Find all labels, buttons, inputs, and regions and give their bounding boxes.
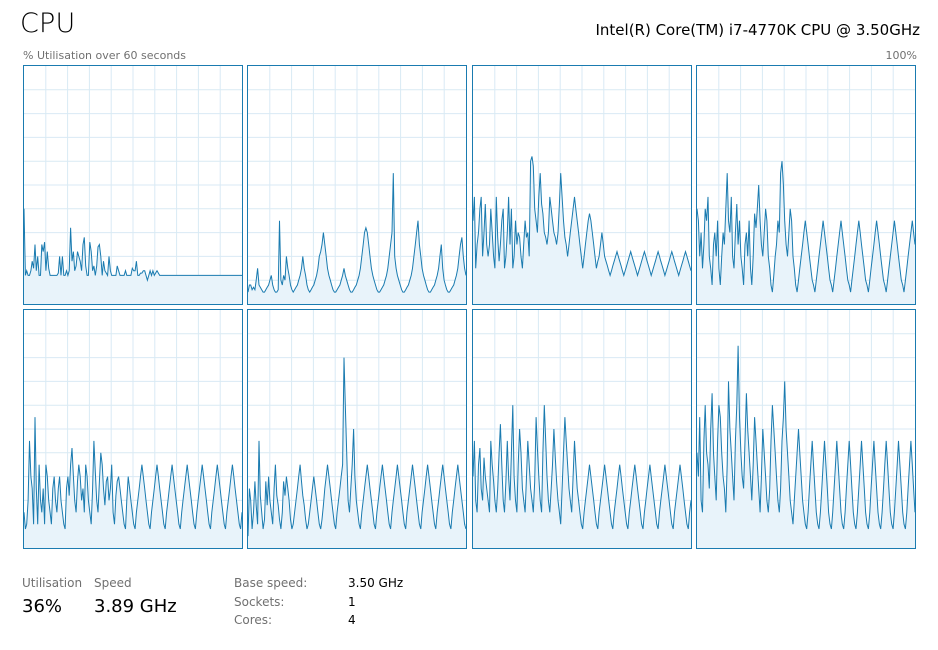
cpu-graph-1-line	[248, 173, 466, 294]
cores-label: Cores:	[234, 613, 273, 627]
cpu-graph-3-area	[697, 161, 915, 304]
graph-grid	[24, 66, 242, 304]
cpu-graph-3	[696, 65, 916, 305]
cpu-graph-7	[696, 309, 916, 549]
cpu-graph-6-line	[473, 405, 691, 530]
cpu-graph-6-area	[473, 405, 691, 548]
cpu-graph-2	[472, 65, 692, 305]
cpu-graph-4-plot	[24, 310, 242, 548]
cpu-graph-0-area	[24, 208, 242, 304]
cores-value: 4	[348, 613, 356, 627]
cpu-graph-1	[247, 65, 467, 305]
speed-value: 3.89 GHz	[94, 596, 177, 617]
cpu-graph-4-area	[24, 417, 242, 548]
page-title: CPU	[20, 8, 76, 39]
cpu-graph-6-plot	[473, 310, 691, 548]
cpu-graph-5	[247, 309, 467, 549]
base-speed-value: 3.50 GHz	[348, 576, 404, 590]
cpu-graph-6	[472, 309, 692, 549]
cpu-graph-0-line	[24, 208, 242, 282]
max-scale-label: 100%	[885, 49, 917, 62]
cpu-graph-2-area	[473, 156, 691, 304]
speed-label: Speed	[94, 576, 132, 590]
cpu-graph-1-plot	[248, 66, 466, 304]
cpu-graph-2-plot	[473, 66, 691, 304]
cpu-graph-4	[23, 309, 243, 549]
cpu-graph-7-line	[697, 345, 915, 530]
utilisation-value: 36%	[22, 596, 63, 617]
cpu-graph-1-area	[248, 173, 466, 304]
cpu-graph-0	[23, 65, 243, 305]
cpu-graph-3-plot	[697, 66, 915, 304]
utilisation-caption: % Utilisation over 60 seconds	[23, 49, 187, 62]
sockets-label: Sockets:	[234, 595, 285, 609]
cpu-graph-5-plot	[248, 310, 466, 548]
cpu-graph-3-line	[697, 161, 915, 293]
cpu-graph-7-plot	[697, 310, 915, 548]
cpu-graph-5-line	[248, 357, 466, 537]
cpu-graph-2-line	[473, 156, 691, 278]
cpu-graph-5-area	[248, 357, 466, 548]
utilisation-label: Utilisation	[22, 576, 83, 590]
base-speed-label: Base speed:	[234, 576, 308, 590]
cpu-graph-0-plot	[24, 66, 242, 304]
sockets-value: 1	[348, 595, 356, 609]
logical-processor-graphs	[23, 65, 917, 551]
cpu-graph-4-line	[24, 417, 242, 530]
cpu-model-name: Intel(R) Core(TM) i7-4770K CPU @ 3.50GHz	[595, 21, 920, 39]
graph-grid	[248, 66, 466, 304]
